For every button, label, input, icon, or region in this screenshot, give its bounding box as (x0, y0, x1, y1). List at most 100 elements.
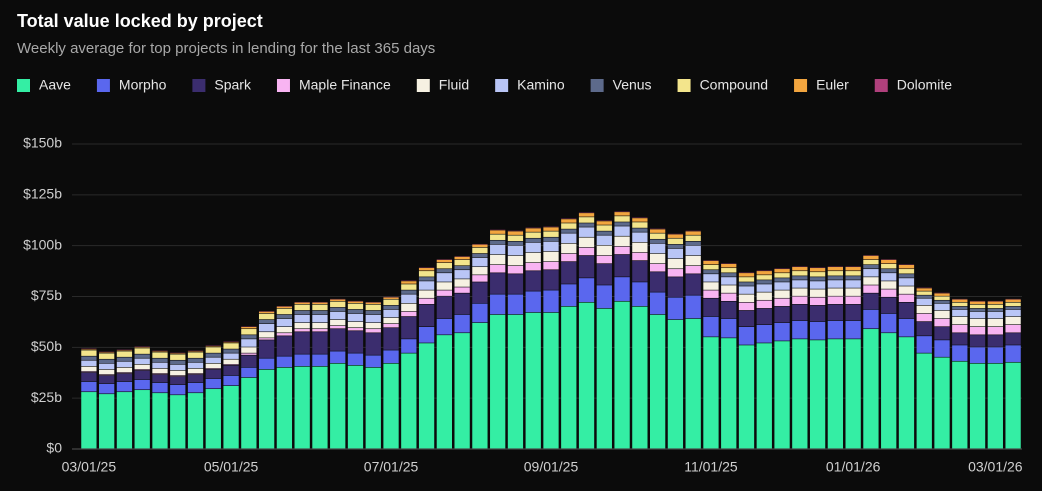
bar-segment (721, 318, 737, 338)
bar-segment (809, 281, 826, 289)
bar-segment (774, 322, 790, 341)
bar-segment (685, 245, 701, 256)
legend-label: Venus (613, 77, 652, 93)
y-tick-label: $0 (46, 440, 62, 456)
bar-segment (863, 264, 879, 269)
bar-segment (969, 301, 986, 305)
bar-segment (578, 227, 595, 237)
bar-segment (116, 357, 133, 361)
bar-segment (881, 269, 897, 273)
bar-segment (401, 353, 417, 449)
bar-segment (330, 301, 346, 308)
bar-segment (721, 268, 737, 273)
bar-segment (543, 261, 559, 270)
bar-segment (543, 231, 559, 237)
bar-segment (827, 296, 844, 305)
bar-segment (383, 309, 399, 318)
bar-segment (418, 271, 435, 277)
bar-segment (472, 244, 488, 248)
bar-segment (507, 274, 524, 294)
bar-segment (667, 277, 684, 297)
bar-segment (827, 339, 844, 449)
bar-segment (418, 304, 435, 327)
bar-segment (756, 324, 772, 343)
bar-segment (223, 353, 239, 359)
bar-segment (383, 317, 399, 324)
bar-segment (881, 289, 897, 297)
bar-segment (543, 237, 559, 241)
bar-segment (134, 370, 150, 380)
bar-segment (827, 267, 844, 271)
bar-segment (347, 328, 364, 331)
bar-segment (969, 363, 986, 449)
bar-segment (99, 363, 115, 370)
bar-segment (1005, 309, 1021, 317)
bar-segment (383, 350, 399, 363)
bar-segment (845, 276, 861, 280)
bar-segment (578, 278, 595, 302)
bar-segment (223, 365, 239, 376)
bar-segment (330, 325, 346, 329)
bar-segment (436, 296, 453, 319)
chart-title: Total value locked by project (17, 11, 263, 31)
bar-segment (401, 311, 417, 317)
bar-segment (383, 297, 399, 299)
bar-segment (347, 301, 364, 304)
bar-segment (809, 340, 826, 449)
bar-segment (934, 327, 950, 340)
bar-segment (703, 264, 719, 270)
bar-segment (827, 320, 844, 339)
bar-segment (934, 340, 950, 357)
y-tick-label: $75b (31, 287, 62, 303)
bar-segment (845, 271, 861, 276)
bar-segment (898, 274, 915, 278)
bar-segment (312, 322, 328, 329)
bar-segment (1005, 299, 1021, 302)
bar-segment (116, 381, 133, 392)
bar-segment (703, 337, 719, 449)
bar-segment (490, 294, 506, 315)
bar-segment (596, 235, 612, 246)
bar-segment (916, 313, 932, 322)
bar-segment (401, 281, 417, 284)
bar-segment (756, 300, 772, 309)
bar-segment (330, 363, 346, 449)
bar-segment (330, 351, 346, 363)
bar-segment (1005, 333, 1021, 345)
bar-segment (649, 272, 666, 292)
bar-segment (881, 333, 897, 449)
bar-segment (614, 301, 630, 449)
bar-segment (685, 231, 701, 235)
bar-segment (756, 292, 772, 300)
legend-swatch (192, 79, 206, 92)
bar-segment (276, 306, 293, 309)
bar-segment (1005, 324, 1021, 333)
bar-segment (258, 311, 275, 314)
bar-segment (916, 353, 932, 449)
bar-segment (401, 284, 417, 290)
bar-segment (561, 306, 577, 449)
bar-segment (596, 225, 612, 231)
bar-segment (436, 259, 453, 263)
bar-segment (347, 321, 364, 328)
bar-segment (276, 333, 293, 336)
bar-segment (258, 323, 275, 332)
bar-segment (170, 395, 186, 449)
bar-segment (649, 229, 666, 233)
bar-segment (187, 374, 204, 383)
bar-segment (952, 316, 968, 325)
bar-segment (898, 318, 915, 337)
bar-segment (863, 285, 879, 293)
bar-segment (916, 295, 932, 298)
bar-segment (116, 367, 133, 373)
bar-segment (1005, 302, 1021, 307)
bar-segment (756, 280, 772, 284)
bar-segment (916, 291, 932, 295)
bar-segment (312, 310, 328, 315)
bar-segment (809, 289, 826, 297)
bar-segment (241, 335, 257, 339)
x-tick-label: 01/01/26 (826, 459, 881, 475)
bar-segment (561, 253, 577, 262)
bar-segment (81, 356, 97, 360)
bar-segment (330, 319, 346, 326)
